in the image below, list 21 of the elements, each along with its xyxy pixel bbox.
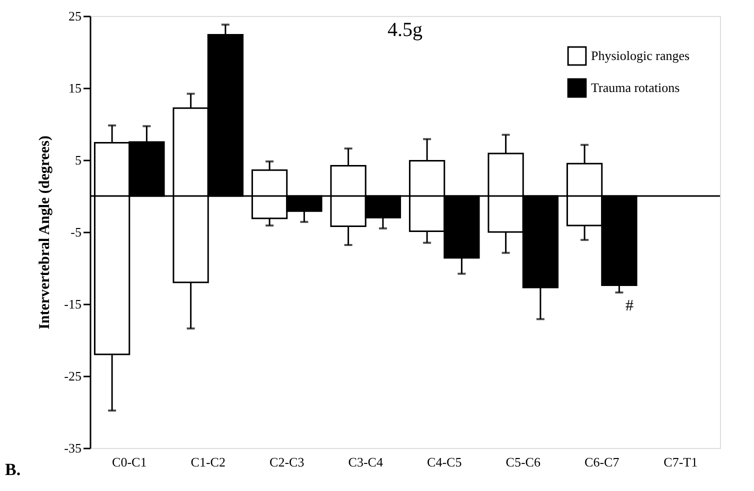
- x-tick-label: C7-T1: [664, 454, 698, 470]
- y-axis-title: Intervertebral Angle (degrees): [37, 136, 54, 330]
- x-tick-label: C4-C5: [427, 454, 462, 470]
- y-tick-label: -35: [64, 440, 82, 456]
- x-tick-label: C3-C4: [348, 454, 384, 470]
- y-tick-label: 5: [75, 152, 82, 168]
- y-tick-label: -15: [64, 296, 82, 312]
- y-tick-label: 15: [68, 80, 82, 96]
- legend-label: Trauma rotations: [591, 80, 680, 95]
- x-tick-label: C1-C2: [190, 454, 226, 470]
- legend-label: Physiologic ranges: [591, 48, 690, 63]
- annotation: #: [626, 297, 634, 314]
- x-tick-label: C0-C1: [112, 454, 147, 470]
- x-tick-label: C6-C7: [584, 454, 620, 470]
- y-tick-label: -5: [70, 224, 82, 240]
- text: B.: [5, 460, 21, 479]
- x-tick-label: C2-C3: [270, 454, 304, 470]
- x-tick-label: C5-C6: [506, 454, 541, 470]
- y-tick-label: -25: [64, 368, 82, 384]
- chart-title: 4.5g: [388, 19, 422, 41]
- y-tick-label: 25: [68, 8, 82, 24]
